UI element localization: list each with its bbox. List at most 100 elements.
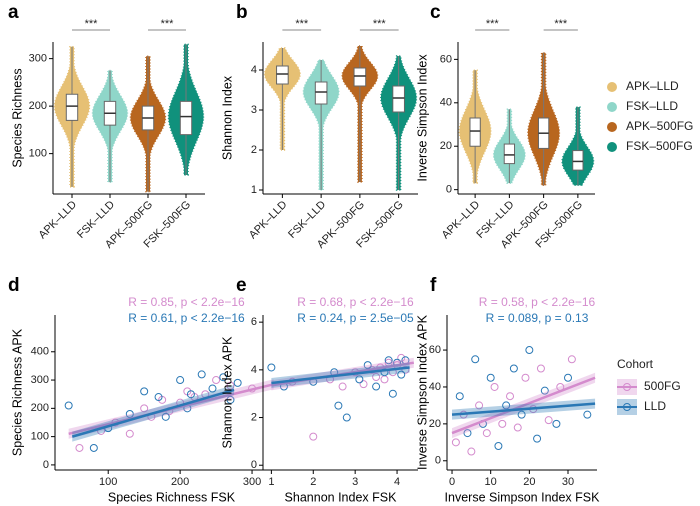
point (89, 443, 98, 452)
point (355, 375, 364, 384)
significance-label: *** (554, 18, 568, 30)
x-axis-title: Inverse Simpson Index FSK (445, 490, 601, 504)
y-tick-label: 40 (440, 97, 452, 109)
box (392, 85, 405, 113)
y-tick-label: 3 (251, 104, 257, 116)
y-tick-label: 300 (31, 374, 49, 386)
y-axis-title: Shannon Index APK (220, 336, 234, 449)
point (513, 423, 522, 432)
point (475, 401, 484, 410)
x-tick-label: 3 (352, 476, 358, 488)
point (494, 442, 503, 451)
y-tick-label: 300 (29, 53, 47, 65)
point (372, 382, 381, 391)
y-axis-title: Shannon Index (220, 75, 234, 160)
significance-label: *** (161, 18, 175, 30)
y-axis-title: Species Richness (10, 68, 24, 167)
legend-swatch (607, 142, 617, 152)
point (197, 370, 206, 379)
point (506, 392, 515, 401)
box (353, 67, 367, 87)
correlation-label: R = 0.089, p = 0.13 (486, 311, 589, 325)
y-tick-label: 200 (31, 402, 49, 414)
box (503, 143, 516, 165)
y-tick-label: 20 (429, 418, 441, 430)
box (179, 100, 193, 136)
significance-label: *** (486, 18, 500, 30)
legend-swatch (607, 122, 617, 132)
point (533, 434, 542, 443)
point (75, 443, 84, 452)
fit-line (451, 376, 596, 435)
point (463, 429, 472, 438)
point (517, 410, 526, 419)
box (314, 81, 328, 105)
legend-label: FSK–500FG (626, 139, 693, 153)
point (140, 404, 149, 413)
point (219, 373, 228, 382)
point (509, 364, 518, 373)
point (208, 384, 217, 393)
point (154, 393, 163, 402)
x-axis-title: Shannon Index FSK (285, 490, 398, 504)
y-tick-label: 100 (31, 431, 49, 443)
point (552, 419, 561, 428)
legend-title: Cohort (617, 357, 654, 371)
fit-line (271, 366, 410, 385)
panel-label: c (430, 2, 441, 23)
point (486, 373, 495, 382)
point (176, 376, 185, 385)
point (388, 389, 397, 398)
point (502, 401, 511, 410)
x-tick-label: 300 (243, 476, 261, 488)
y-axis-title: Species Richness APK (10, 328, 24, 456)
x-tick-label: 10 (485, 476, 497, 488)
point (267, 363, 276, 372)
panel-label: b (236, 2, 248, 23)
y-tick-label: 40 (429, 381, 441, 393)
significance-label: *** (373, 18, 387, 30)
point (140, 387, 149, 396)
point (471, 355, 480, 364)
point (564, 373, 573, 382)
point (498, 419, 507, 428)
legend-swatch (623, 383, 631, 391)
panel-label: a (8, 2, 19, 23)
point (380, 368, 389, 377)
point (226, 381, 235, 390)
point (525, 346, 534, 355)
point (363, 361, 372, 370)
point (334, 401, 343, 410)
y-tick-label: 100 (29, 148, 47, 160)
legend-label: LLD (644, 399, 666, 413)
point (212, 376, 221, 385)
point (540, 386, 549, 395)
box (65, 93, 79, 121)
point (233, 378, 242, 387)
y-tick-label: 6 (251, 316, 257, 328)
point (125, 429, 134, 438)
x-tick-label: 1 (268, 476, 274, 488)
point (338, 382, 347, 391)
point (161, 412, 170, 421)
x-axis-title: Species Richness FSK (108, 490, 236, 504)
y-tick-label: 4 (251, 64, 257, 76)
y-tick-label: 0 (251, 459, 257, 471)
point (309, 432, 318, 441)
point (397, 370, 406, 379)
fit-line (71, 388, 235, 438)
legend-swatch (607, 82, 617, 92)
point (583, 410, 592, 419)
y-tick-label: 2 (251, 411, 257, 423)
y-axis-title: Inverse Simpson Index APK (415, 314, 429, 470)
point (490, 382, 499, 391)
x-tick-label: 200 (171, 476, 189, 488)
legend-label: FSK–LLD (626, 99, 678, 113)
y-tick-label: 20 (440, 140, 452, 152)
point (536, 364, 545, 373)
box (276, 65, 289, 85)
point (359, 380, 368, 389)
legend-swatch (623, 403, 631, 411)
significance-label: *** (85, 18, 99, 30)
